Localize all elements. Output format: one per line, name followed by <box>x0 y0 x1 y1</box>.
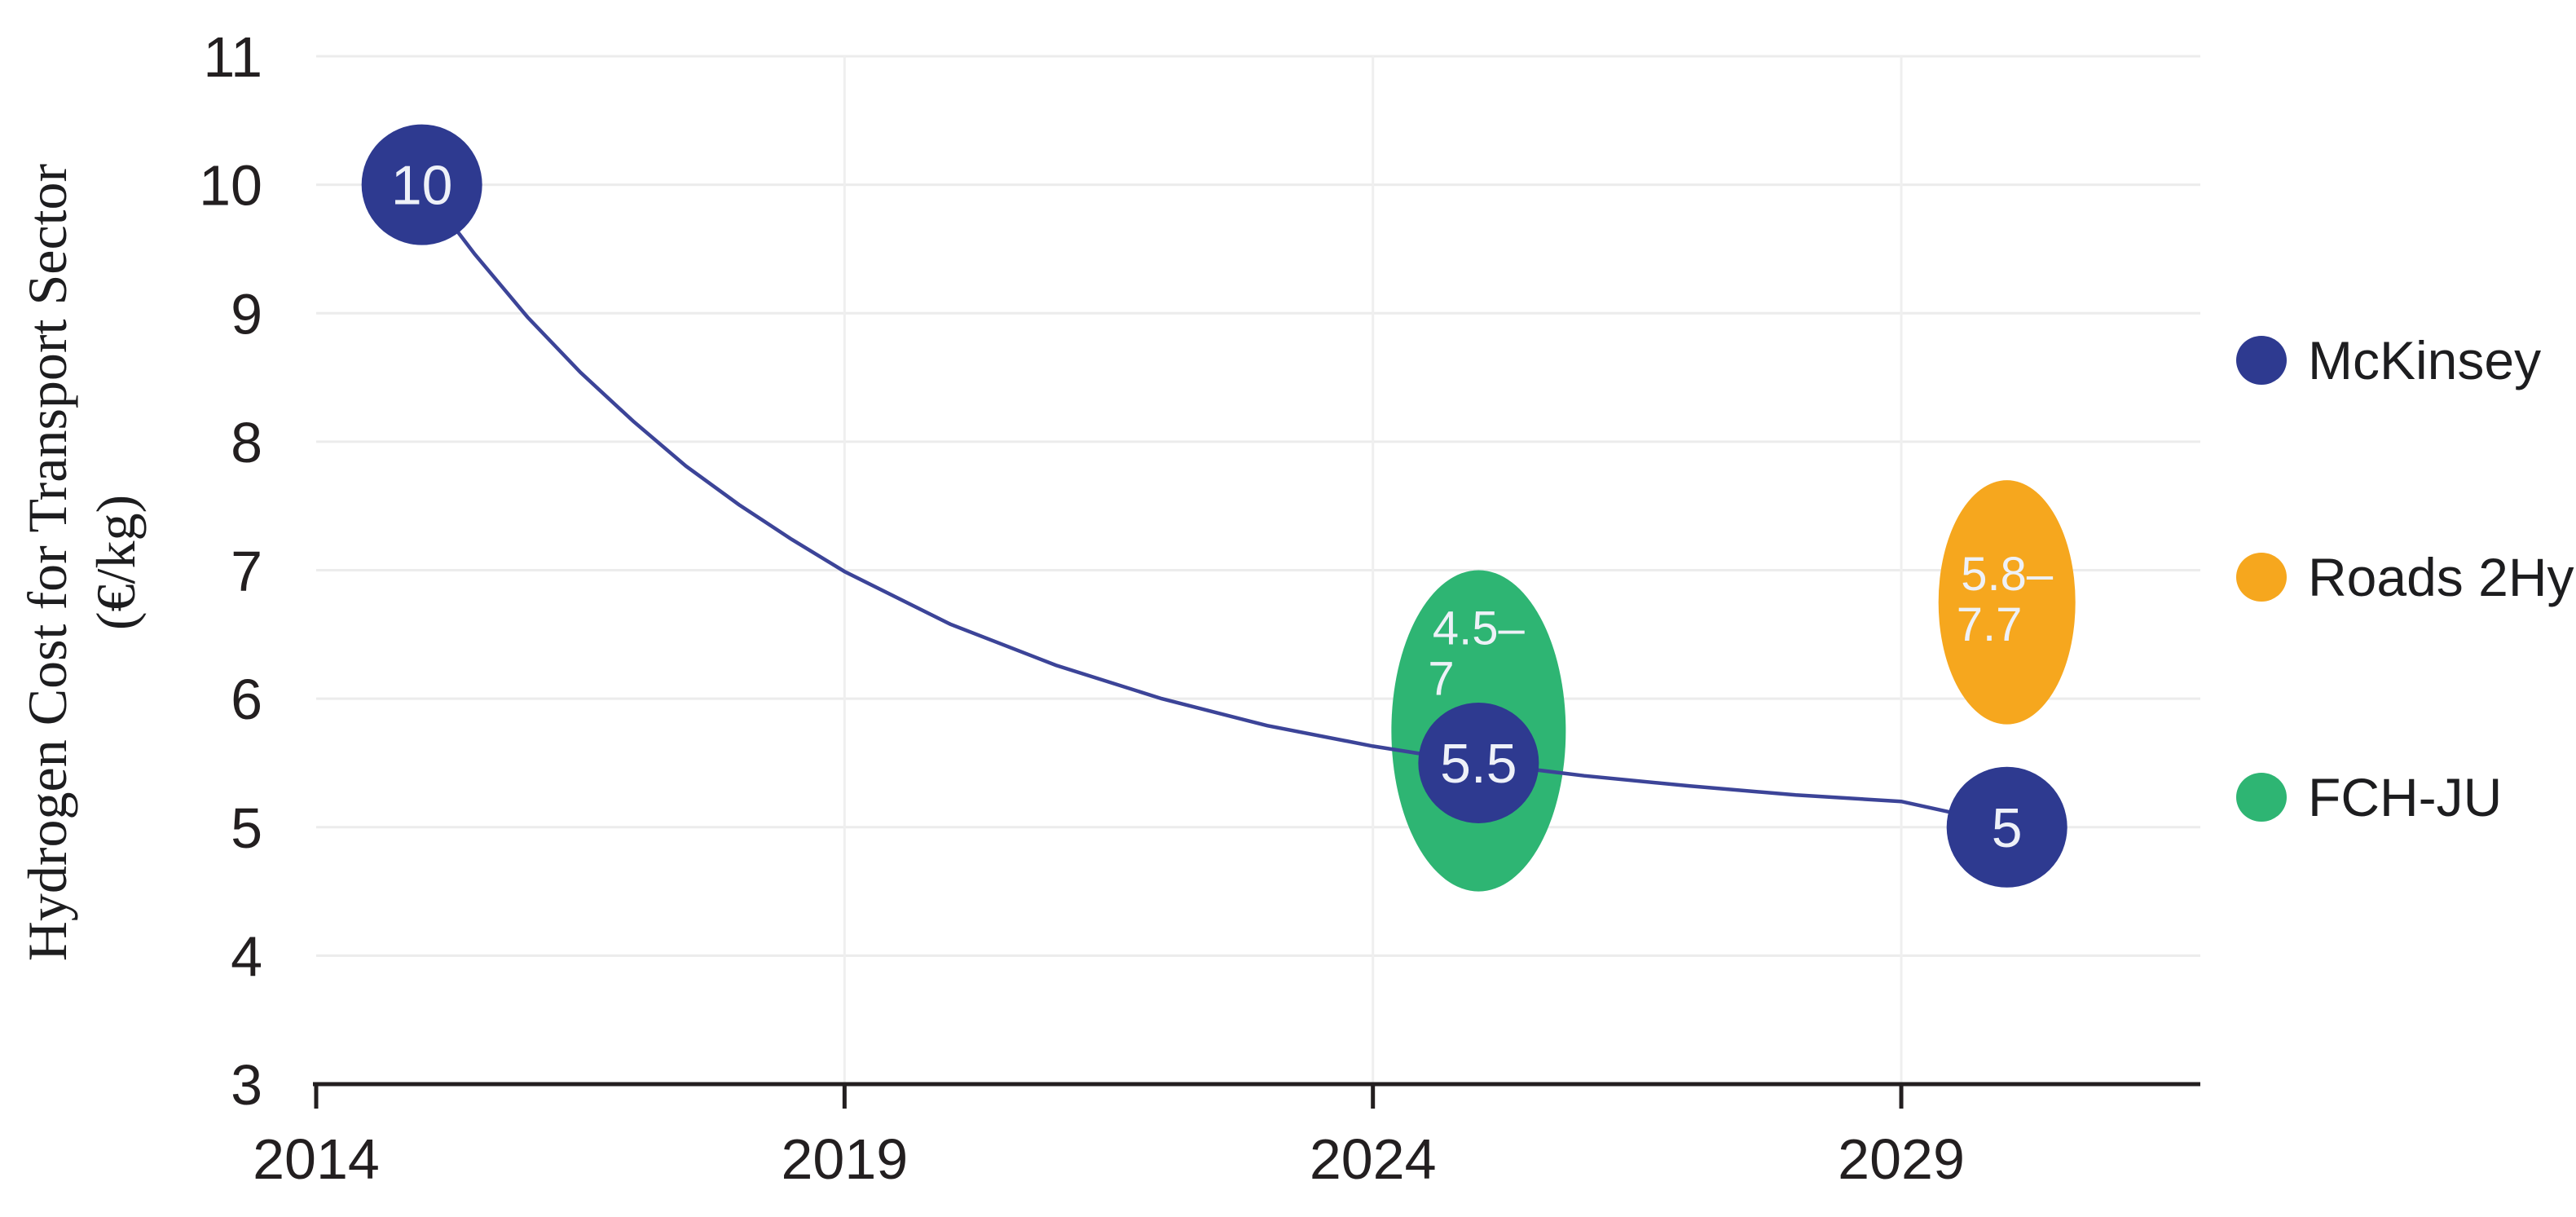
legend-label: FCH-JU <box>2308 767 2503 827</box>
y-axis-title-line1: Hydrogen Cost for Transport Sector <box>16 163 78 962</box>
legend-item-mckinsey: McKinsey <box>2236 327 2541 394</box>
bubble-mckinsey-2015 <box>361 124 482 245</box>
bubble-value-label: 5 <box>1992 797 2023 859</box>
range-label-line1-roads-2hy: 5.8– <box>1961 548 2054 601</box>
y-tick-label: 6 <box>231 668 262 731</box>
y-tick-label: 11 <box>203 25 262 89</box>
legend-label: Roads 2Hy <box>2308 547 2574 607</box>
y-tick-label: 4 <box>231 924 262 988</box>
y-tick-label: 8 <box>231 411 262 474</box>
legend: McKinsey Roads 2Hy FCH-JU <box>2236 0 2576 1217</box>
legend-dot-fch-ju-icon <box>2236 773 2287 822</box>
y-tick-label: 5 <box>231 796 262 860</box>
x-tick-label: 2019 <box>781 1127 908 1191</box>
bubble-mckinsey-2030 <box>1946 766 2067 888</box>
bubble-value-label: 5.5 <box>1440 733 1517 795</box>
bubble-value-label: 10 <box>391 155 453 217</box>
bubble-mckinsey-2025 <box>1418 702 1539 823</box>
y-tick-label: 9 <box>231 282 262 346</box>
x-tick-label: 2014 <box>253 1127 380 1191</box>
legend-item-fch-ju: FCH-JU <box>2236 764 2502 831</box>
range-ellipse-roads-2hy <box>1938 480 2076 725</box>
y-axis-title: Hydrogen Cost for Transport Sector (€/kg… <box>13 114 150 1011</box>
range-label-line2-roads-2hy: 7.7 <box>1957 598 2023 651</box>
x-tick-label: 2029 <box>1838 1127 1965 1191</box>
legend-item-roads-2hy: Roads 2Hy <box>2236 544 2574 611</box>
legend-dot-mckinsey-icon <box>2236 336 2287 385</box>
range-label-line2-fch-ju: 7 <box>1428 652 1454 705</box>
y-axis-title-line2: (€/kg) <box>85 494 147 631</box>
legend-label: McKinsey <box>2308 330 2542 390</box>
y-tick-label: 7 <box>231 540 262 603</box>
trend-curve-mckinsey <box>420 183 2008 827</box>
range-label-line1-fch-ju: 4.5– <box>1433 602 1526 655</box>
y-tick-label: 3 <box>231 1053 262 1117</box>
legend-dot-roads-2hy-icon <box>2236 553 2287 602</box>
x-tick-label: 2024 <box>1310 1127 1437 1191</box>
y-tick-label: 10 <box>199 154 262 218</box>
